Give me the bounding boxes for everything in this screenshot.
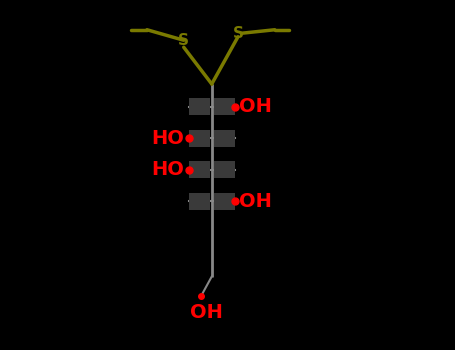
Bar [213,161,234,178]
Text: HO: HO [152,129,184,148]
Text: S: S [233,26,243,41]
Text: HO: HO [152,160,184,179]
Bar [213,193,234,210]
Bar [189,98,210,115]
Bar [189,193,210,210]
Text: S: S [178,33,189,48]
Bar [189,161,210,178]
Bar [189,130,210,147]
Text: OH: OH [239,97,272,116]
Text: OH: OH [239,192,272,211]
Bar [213,130,234,147]
Bar [213,98,234,115]
Text: OH: OH [190,303,223,322]
